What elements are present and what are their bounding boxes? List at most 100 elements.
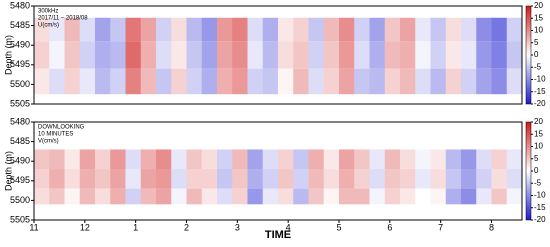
plot-frame: [33, 5, 523, 105]
heat-cell: [201, 68, 218, 95]
y-tick-label: 5495: [10, 175, 30, 185]
heat-cell: [323, 41, 340, 69]
colorbar-tick-label: 15: [534, 129, 543, 138]
heat-cell: [308, 17, 325, 42]
heat-cell: [156, 41, 172, 69]
heat-cell: [95, 41, 111, 69]
heat-cell: [156, 188, 172, 205]
x-tick-label: 8: [489, 222, 494, 232]
heat-cell: [217, 149, 233, 170]
heat-cell: [201, 41, 218, 69]
heat-cell: [323, 17, 340, 42]
heat-cell: [171, 188, 187, 205]
heat-cell: [384, 41, 401, 69]
heat-cell: [34, 169, 50, 189]
heat-cell: [461, 169, 477, 189]
heat-cell: [430, 149, 447, 170]
heat-cell: [415, 149, 431, 170]
heat-cell: [110, 188, 126, 205]
heat-cell: [79, 17, 96, 42]
heat-cell: [34, 149, 50, 170]
heat-cell: [445, 169, 462, 189]
heat-cell: [293, 41, 309, 69]
heat-cell: [201, 188, 218, 205]
y-axis-label: Depth (m): [3, 151, 13, 191]
heat-cell: [125, 169, 142, 189]
heat-cell: [217, 188, 233, 205]
heat-cell: [461, 149, 477, 170]
colorbar-tick-label: 10: [534, 26, 543, 35]
heat-cell: [430, 68, 447, 95]
heat-cell: [384, 188, 401, 205]
annotation: V(cm/s): [38, 139, 59, 145]
heat-cell: [232, 41, 248, 69]
heat-cell: [354, 169, 370, 189]
heat-cell: [369, 188, 386, 205]
colorbar-tick-label: 10: [534, 142, 543, 151]
heat-cell: [95, 169, 111, 189]
heat-cell: [171, 169, 187, 189]
heat-cell: [308, 149, 325, 170]
heat-cell: [232, 149, 248, 170]
heat-cell: [323, 188, 340, 205]
heat-cell: [140, 41, 157, 69]
heat-cell: [400, 68, 416, 95]
heat-cell: [461, 41, 477, 69]
heat-cell: [247, 169, 264, 189]
heat-cell: [140, 188, 157, 205]
heat-cell: [110, 17, 126, 42]
heat-cell: [34, 41, 50, 69]
heat-cell: [491, 17, 508, 42]
heat-cell: [323, 68, 340, 95]
colorbar-tick-label: -15: [534, 87, 546, 96]
heat-cell: [278, 41, 294, 69]
heat-cell: [491, 68, 508, 95]
heat-cell: [186, 188, 203, 205]
heat-cell: [49, 188, 65, 205]
heat-cell: [445, 149, 462, 170]
heat-cell: [262, 188, 279, 205]
heat-cell: [125, 188, 142, 205]
heat-cell: [461, 17, 477, 42]
heat-cell: [140, 149, 157, 170]
colorbar-tick-label: 5: [534, 38, 539, 47]
heat-cell: [369, 169, 386, 189]
heat-cell: [64, 17, 81, 42]
x-tick-label: 3: [235, 222, 240, 232]
colorbar-tick-label: -5: [534, 62, 542, 71]
heat-cell: [186, 17, 203, 42]
heat-cell: [64, 169, 81, 189]
y-tick-label: 5505: [10, 98, 30, 108]
heat-cell: [445, 17, 462, 42]
heat-cell: [95, 68, 111, 95]
heat-cell: [171, 41, 187, 69]
heat-cell: [278, 149, 294, 170]
heat-cell: [384, 17, 401, 42]
heat-cell: [34, 188, 50, 205]
heat-cell: [400, 188, 416, 205]
x-tick-label: 1: [133, 222, 138, 232]
heat-cell: [430, 169, 447, 189]
heat-cell: [339, 41, 355, 69]
x-tick-label: 5: [336, 222, 341, 232]
heat-cell: [369, 68, 386, 95]
heat-cell: [49, 68, 65, 95]
heat-cell: [339, 17, 355, 42]
heat-cell: [308, 169, 325, 189]
heat-cell: [262, 17, 279, 42]
heat-cell: [369, 17, 386, 42]
heat-cell: [369, 41, 386, 69]
x-tick-label: 12: [80, 222, 90, 232]
heat-cell: [232, 17, 248, 42]
heat-cell: [156, 149, 172, 170]
heat-cell: [247, 149, 264, 170]
heat-cell: [49, 149, 65, 170]
heat-cell: [217, 41, 233, 69]
heat-cell: [232, 68, 248, 95]
heat-cell: [64, 188, 81, 205]
heat-cell: [201, 169, 218, 189]
heat-cell: [217, 169, 233, 189]
heat-cell: [79, 149, 96, 170]
heat-cell: [445, 188, 462, 205]
